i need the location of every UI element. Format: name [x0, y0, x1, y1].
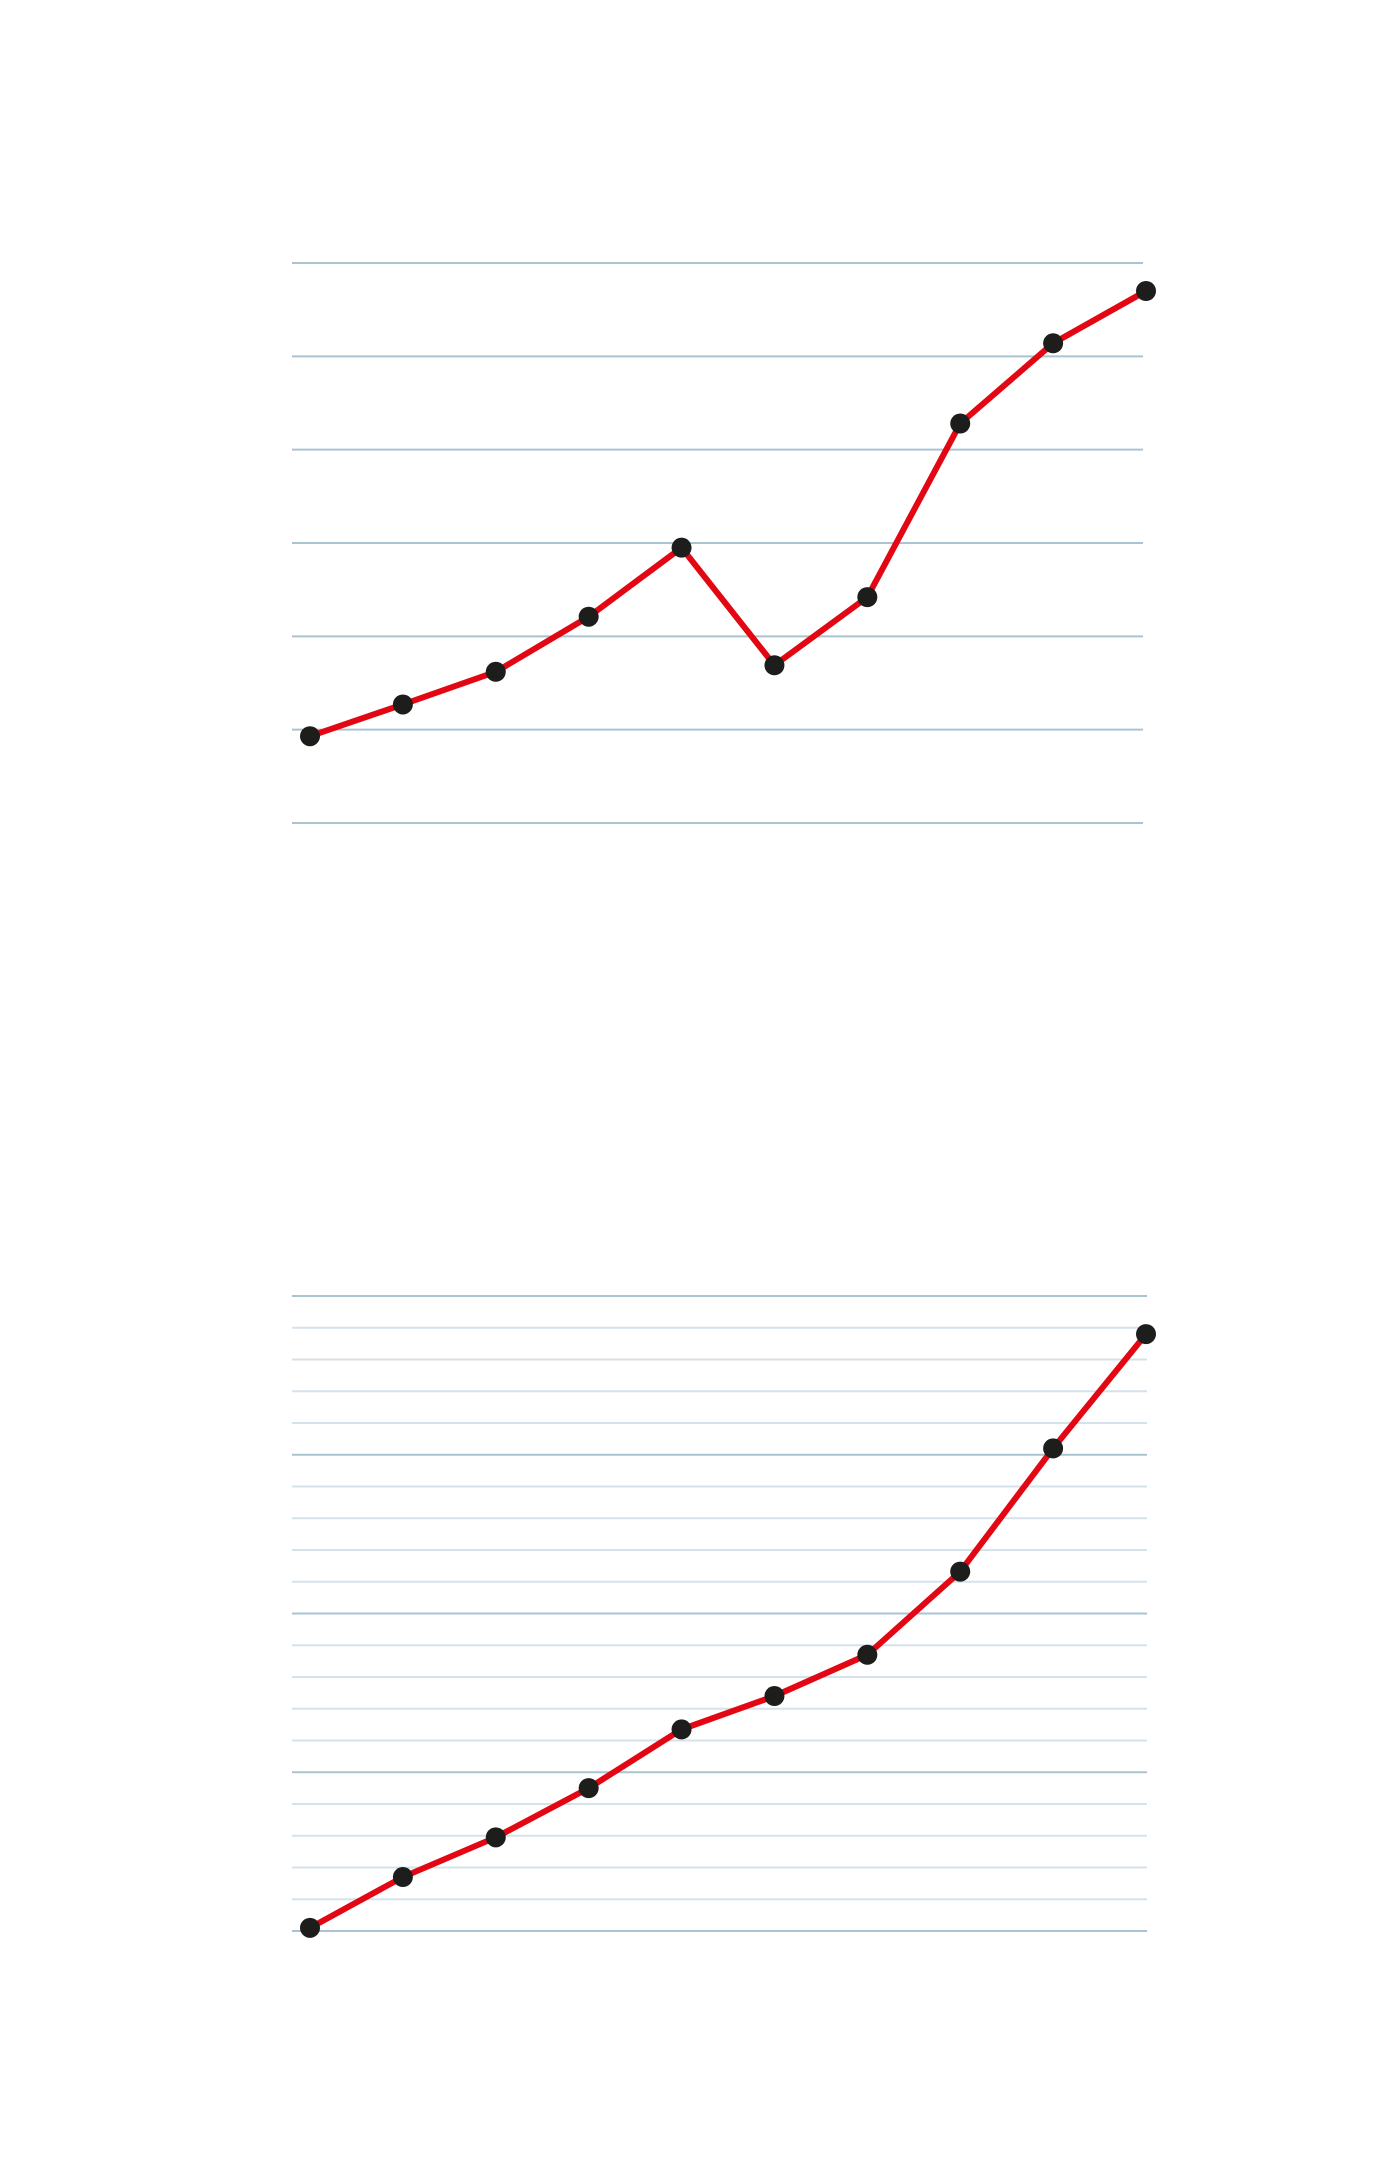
chart-bottom [0, 1000, 1400, 2170]
bottom-chart-data-point [578, 1778, 599, 1799]
bottom-chart-data-point [857, 1644, 878, 1665]
bottom-chart-data-point [485, 1827, 506, 1848]
bottom-chart-data-point [764, 1686, 785, 1707]
top-chart-series-line [307, 288, 1149, 740]
bottom-chart-data-point [671, 1719, 692, 1740]
top-chart-data-point [857, 587, 878, 608]
top-chart-data-point [764, 655, 785, 676]
bottom-chart-data-point [950, 1561, 971, 1582]
bottom-chart-data-point [392, 1867, 413, 1888]
top-chart-grid [292, 262, 1143, 824]
top-chart-data-point [1043, 333, 1064, 354]
bottom-chart-series-line [307, 1331, 1149, 1931]
chart-bottom-plot [292, 1295, 1156, 1938]
top-chart-data-point [300, 726, 320, 747]
top-chart-data-point [1136, 281, 1156, 301]
bottom-chart-data-point [1136, 1324, 1156, 1345]
top-chart-data-point [578, 606, 599, 627]
bottom-chart-data-point [300, 1917, 320, 1938]
bottom-chart-data-point [1043, 1438, 1064, 1459]
chart-top [0, 0, 1400, 1000]
top-chart-data-point [671, 537, 692, 558]
bottom-chart-grid [292, 1295, 1147, 1932]
top-chart-data-point [950, 413, 971, 434]
chart-top-plot [292, 262, 1156, 824]
top-chart-data-point [485, 661, 506, 682]
top-chart-data-point [392, 694, 413, 715]
